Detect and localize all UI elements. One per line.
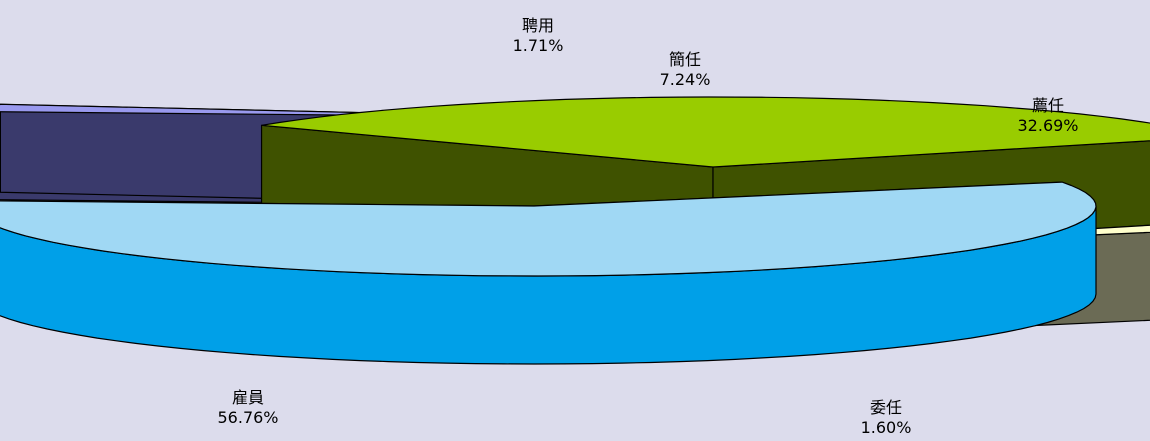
label-weiren: 委任 1.60% (861, 398, 912, 438)
label-weiren-name: 委任 (869, 398, 903, 417)
label-jianren-value: 7.24% (659, 70, 711, 89)
slice-guyuan-top (0, 181, 1097, 277)
label-jianren2: 薦任 32.69% (1017, 96, 1078, 136)
label-pinyong: 聘用 1.71% (513, 16, 564, 56)
label-jianren-name: 簡任 (668, 50, 702, 69)
label-pinyong-name: 聘用 (521, 16, 555, 35)
label-pinyong-value: 1.71% (512, 36, 564, 55)
slice-jianren2-top (261, 96, 1150, 168)
label-guyuan-name: 雇員 (231, 388, 265, 407)
label-guyuan-value: 56.76% (217, 408, 279, 427)
label-jianren2-name: 薦任 (1031, 96, 1065, 115)
label-guyuan: 雇員 56.76% (217, 388, 278, 428)
label-jianren2-value: 32.69% (1017, 116, 1079, 135)
label-jianren: 簡任 7.24% (660, 50, 711, 90)
label-weiren-value: 1.60% (860, 418, 912, 437)
